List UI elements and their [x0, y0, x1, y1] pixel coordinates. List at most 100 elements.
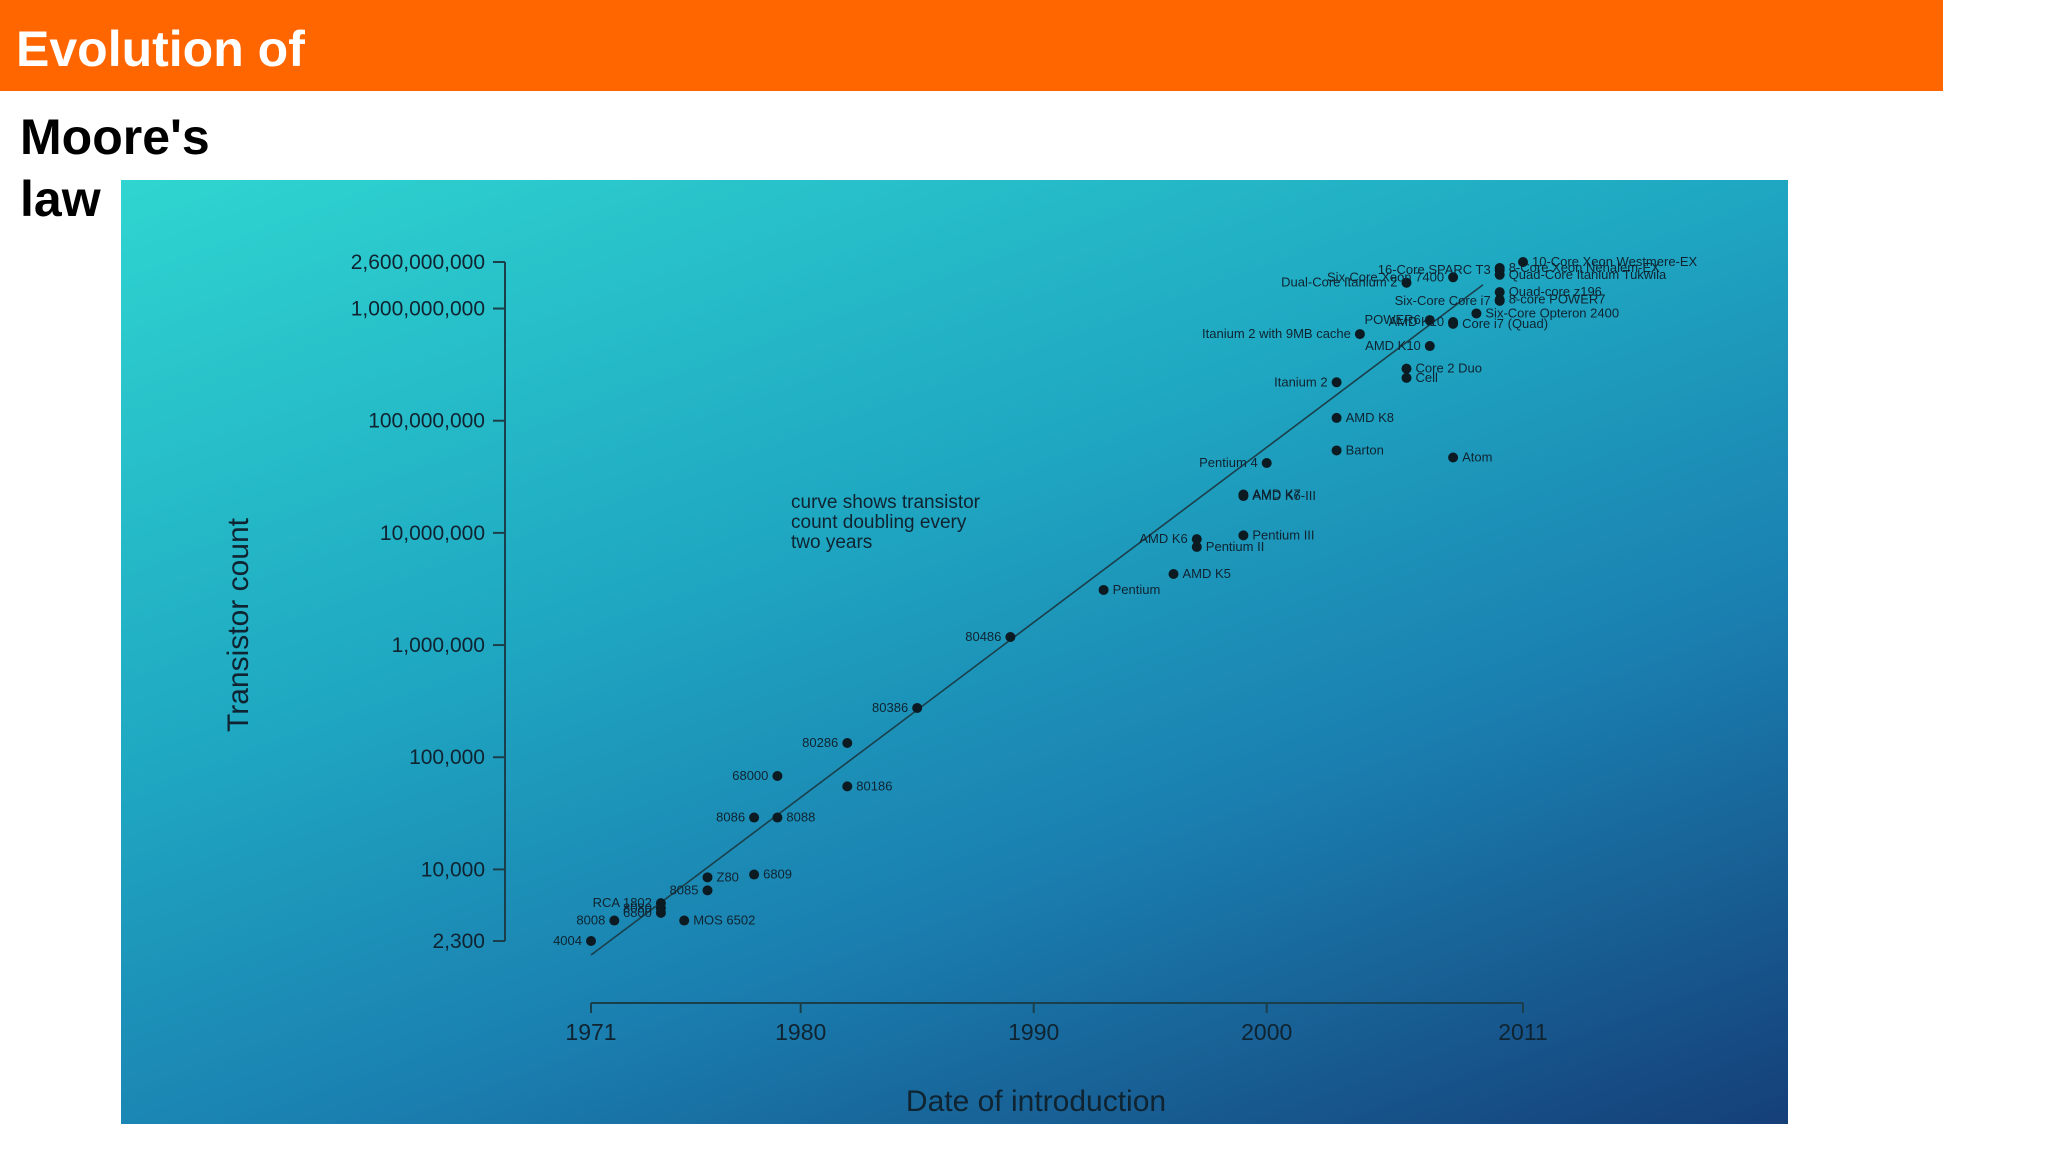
data-point: 80486	[965, 629, 1016, 644]
data-point-marker	[1191, 541, 1202, 552]
banner-title: Evolution of Computers	[16, 21, 305, 77]
data-point-label: AMD K10	[1365, 338, 1421, 353]
y-tick-label: 1,000,000,000	[351, 298, 485, 321]
data-point-label: Cell	[1416, 370, 1439, 385]
data-point-label: 8008	[576, 913, 605, 928]
data-point: Six-Core Opteron 2400	[1471, 305, 1619, 320]
data-point-label: AMD K10	[1388, 314, 1444, 329]
data-point: Cell	[1401, 370, 1439, 385]
data-point-label: 8085	[670, 882, 699, 897]
data-point: Quad-core z196	[1494, 284, 1602, 299]
y-axis-label: Transistor count	[222, 517, 255, 732]
data-point: Dual-Core Itanium 2	[1281, 275, 1412, 290]
data-point-marker	[842, 781, 853, 792]
data-point-label: AMD K7	[1252, 486, 1300, 501]
data-point-marker	[679, 915, 690, 926]
data-point-label: AMD K8	[1346, 410, 1394, 425]
data-point: 68000	[732, 768, 783, 783]
data-point: Six-Core Core i7	[1395, 293, 1505, 308]
y-tick-label: 1,000,000	[392, 634, 485, 657]
data-point-marker	[1331, 412, 1342, 423]
data-point-marker	[1098, 584, 1109, 595]
data-point-label: 68000	[732, 768, 768, 783]
data-point-label: 4004	[553, 933, 582, 948]
data-point: 8085	[670, 882, 713, 897]
data-point-label: 6800	[623, 905, 652, 920]
data-point-marker	[1494, 287, 1505, 298]
x-tick-label: 2000	[1241, 1019, 1292, 1045]
data-point: Pentium II	[1191, 539, 1264, 554]
data-point: MOS 6502	[679, 913, 755, 928]
data-point-label: 8086	[716, 810, 745, 825]
data-point-label: Core i7 (Quad)	[1462, 316, 1548, 331]
data-point-label: 80486	[965, 629, 1001, 644]
data-point-marker	[1448, 318, 1459, 329]
data-point-label: Itanium 2	[1274, 374, 1327, 389]
data-point-label: 8088	[786, 810, 815, 825]
data-point-marker	[1005, 631, 1016, 642]
data-point: 6800	[623, 905, 666, 920]
data-point-label: Z80	[717, 869, 739, 884]
data-point-label: Six-Core Opteron 2400	[1485, 305, 1619, 320]
data-point-label: 80186	[856, 778, 892, 793]
moores-law-chart: 2,600,000,000 1,000,000,000 100,000,000 10,…	[121, 180, 1788, 1124]
data-point: AMD K5	[1168, 566, 1231, 581]
data-point: 10-Core Xeon Westmere-EX	[1518, 254, 1698, 269]
data-point: Pentium	[1098, 582, 1160, 597]
data-point-marker	[1494, 294, 1505, 305]
data-point: 8088	[772, 810, 815, 825]
data-point-label: Quad-core z196	[1509, 284, 1602, 299]
y-tick-label: 2,300	[432, 930, 485, 953]
y-tick-label: 10,000	[421, 858, 485, 881]
data-point-marker	[1424, 315, 1435, 326]
data-point: AMD K6	[1139, 531, 1202, 546]
title-banner: Evolution of Computers	[0, 0, 1943, 91]
data-point-marker	[1238, 489, 1249, 500]
data-point-label: Atom	[1462, 450, 1492, 465]
data-point-marker	[1261, 457, 1272, 468]
data-point: 16-Core SPARC T3	[1378, 262, 1505, 277]
data-point-marker	[1448, 452, 1459, 463]
data-point-marker	[1238, 530, 1249, 541]
data-point: POWER6	[1364, 312, 1435, 327]
data-point-marker	[749, 869, 760, 880]
data-point: AMD K7	[1238, 486, 1301, 501]
data-point-label: 6809	[763, 867, 792, 882]
data-point-marker	[1401, 277, 1412, 288]
data-point: AMD K10	[1388, 314, 1459, 329]
data-point: Itanium 2 with 9MB cache	[1202, 326, 1365, 341]
data-point-label: 8-Core Xeon Nehalem-EX	[1509, 260, 1660, 275]
chart-annotation: curve shows transistor count doubling eve…	[791, 492, 981, 553]
data-point: Core 2 Duo	[1401, 361, 1482, 376]
data-point-marker	[1354, 329, 1365, 340]
data-point-marker	[586, 936, 596, 946]
data-point: Six-Core Xeon 7400	[1327, 269, 1459, 284]
trend-line	[590, 284, 1484, 956]
data-point-marker	[1401, 372, 1412, 383]
data-point-marker	[1448, 272, 1459, 283]
data-point-marker	[1494, 265, 1505, 276]
data-point: 8086	[716, 810, 760, 825]
data-point: Core i7 (Quad)	[1448, 316, 1548, 331]
data-point-label: Pentium 4	[1199, 455, 1258, 470]
annotation-line: two years	[791, 532, 872, 553]
data-point: Atom	[1448, 450, 1492, 465]
data-point: 80186	[842, 778, 892, 793]
data-point-marker	[1518, 257, 1528, 267]
data-point: Pentium III	[1238, 527, 1315, 542]
data-point-label: AMD K5	[1183, 566, 1231, 581]
data-point-marker	[1401, 363, 1412, 374]
data-point-label: MOS 6502	[693, 913, 755, 928]
data-point-label: 8080	[623, 900, 652, 915]
data-point: Barton	[1331, 442, 1384, 457]
data-point-marker	[702, 885, 713, 896]
y-tick-label: 10,000,000	[380, 522, 485, 545]
data-point-label: Six-Core Core i7	[1395, 293, 1491, 308]
data-point: Pentium 4	[1199, 455, 1272, 470]
data-point-label: RCA 1802	[593, 895, 652, 910]
chart-svg: 2,600,000,000 1,000,000,000 100,000,000 10,…	[222, 251, 1698, 1118]
data-point-label: AMD K6-III	[1252, 488, 1316, 503]
data-point-marker	[1168, 569, 1179, 580]
data-point-label: Core 2 Duo	[1416, 361, 1482, 376]
x-tick-label: 1980	[775, 1019, 826, 1045]
